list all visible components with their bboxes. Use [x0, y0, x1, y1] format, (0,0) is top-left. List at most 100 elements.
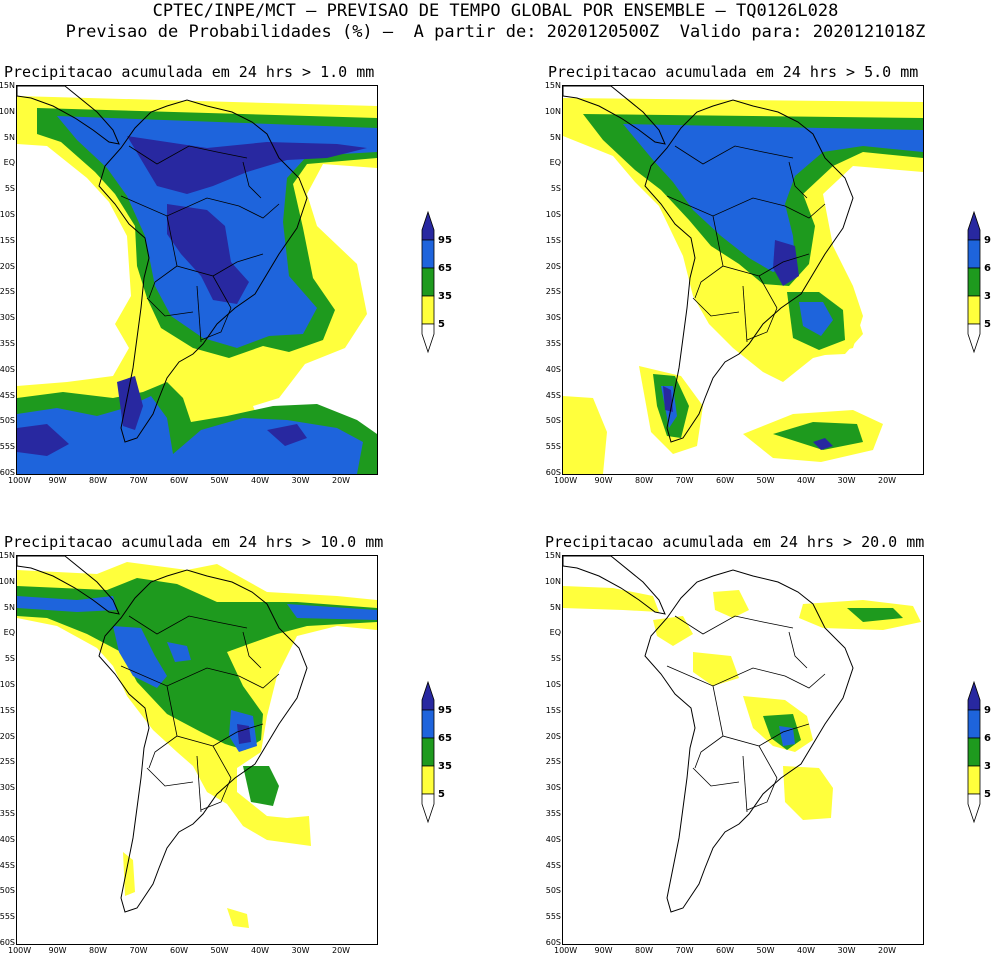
- lon-tick-label: 70W: [129, 946, 148, 955]
- header-title: CPTEC/INPE/MCT — PREVISAO DE TEMPO GLOBA…: [152, 1, 839, 21]
- lon-tick-label: 50W: [756, 476, 775, 485]
- lat-tick-label: 10S: [0, 680, 15, 689]
- country-border: [758, 253, 810, 277]
- panel-title-10mm: Precipitacao acumulada em 24 hrs > 10.0 …: [4, 533, 384, 551]
- lat-tick-label: 15S: [545, 235, 561, 245]
- lat-tick-label: 10N: [544, 576, 561, 586]
- lat-tick-label: 60S: [545, 938, 561, 947]
- probability-area-65: [113, 626, 167, 688]
- lat-tick-label: 10N: [0, 106, 15, 116]
- lat-tick-label: 15S: [0, 235, 15, 245]
- country-border: [166, 685, 232, 779]
- lat-tick-label: 30S: [545, 783, 561, 793]
- probability-area-35: [847, 608, 903, 622]
- legend-swatch-5: [421, 295, 435, 325]
- lon-tick-label: 20W: [332, 946, 351, 955]
- probability-area-65: [17, 396, 363, 474]
- lat-tick-label: 35S: [545, 339, 561, 348]
- country-border: [148, 265, 178, 299]
- lat-tick-label: 10S: [545, 680, 561, 689]
- lat-tick-label: 5S: [550, 184, 561, 194]
- country-border: [692, 767, 740, 787]
- country-border: [166, 215, 232, 309]
- legend-swatch-35: [421, 737, 435, 767]
- legend-swatch-5: [421, 765, 435, 795]
- country-border: [128, 615, 248, 635]
- country-border: [120, 665, 280, 689]
- country-border: [200, 777, 232, 811]
- lon-tick-label: 80W: [89, 476, 108, 485]
- central-america-outline: [563, 86, 666, 145]
- lat-tick-label: 50S: [0, 416, 15, 426]
- probability-area-5: [713, 590, 749, 618]
- legend-label: 65: [438, 263, 452, 274]
- country-border: [692, 297, 740, 317]
- legend-label: 35: [984, 761, 991, 772]
- lat-tick-label: 20S: [545, 261, 561, 271]
- legend-swatch-65: [421, 709, 435, 739]
- lon-tick-label: 30W: [837, 476, 856, 485]
- probability-area-95: [663, 386, 673, 412]
- country-border: [666, 195, 826, 219]
- lat-tick-label: 15S: [545, 705, 561, 715]
- lat-tick-label: 15S: [0, 705, 15, 715]
- lat-tick-label: 30S: [0, 313, 15, 323]
- lat-tick-label: 5S: [4, 654, 15, 664]
- legend-label: 65: [984, 733, 991, 744]
- country-border: [212, 723, 264, 747]
- central-america-outline: [17, 556, 120, 615]
- lon-tick-label: 30W: [837, 946, 856, 955]
- lat-tick-label: 30S: [545, 313, 561, 323]
- lat-tick-label: 5N: [3, 602, 15, 612]
- lon-tick-label: 100W: [554, 476, 578, 485]
- legend-swatch-65: [967, 239, 981, 269]
- legend-label: 95: [438, 705, 452, 716]
- panel-title-5mm: Precipitacao acumulada em 24 hrs > 5.0 m…: [548, 63, 919, 81]
- lon-tick-label: 40W: [251, 476, 270, 485]
- central-america-outline: [17, 86, 120, 145]
- lon-tick-label: 50W: [210, 476, 229, 485]
- lon-tick-label: 70W: [675, 946, 694, 955]
- lat-tick-label: EQ: [3, 158, 15, 168]
- country-border: [148, 735, 178, 769]
- lat-tick-label: 35S: [0, 339, 15, 348]
- lon-tick-label: 90W: [48, 476, 67, 485]
- legend-tail: [421, 323, 435, 354]
- legend-swatch-65: [421, 239, 435, 269]
- lat-tick-label: 20S: [545, 731, 561, 741]
- lat-tick-label: 15N: [0, 551, 15, 560]
- lon-tick-label: 60W: [170, 946, 189, 955]
- lat-tick-label: 10N: [0, 576, 15, 586]
- lon-tick-label: 60W: [716, 946, 735, 955]
- legend-tail: [967, 323, 981, 354]
- lon-tick-label: 50W: [756, 946, 775, 955]
- country-border: [712, 215, 778, 309]
- probability-area-95: [127, 136, 367, 194]
- lon-tick-label: 20W: [332, 476, 351, 485]
- lat-tick-label: 25S: [0, 757, 15, 767]
- legend-label: 5: [438, 319, 445, 330]
- country-border: [746, 307, 778, 341]
- lon-tick-label: 20W: [878, 476, 897, 485]
- probability-area-35: [17, 578, 377, 750]
- probability-area-35: [243, 766, 279, 806]
- lat-tick-label: 25S: [0, 287, 15, 297]
- country-border: [196, 285, 202, 343]
- probability-area-5: [693, 652, 739, 686]
- lat-tick-label: 5S: [4, 184, 15, 194]
- map-panel-5mm: [562, 85, 924, 475]
- lat-tick-label: 5N: [3, 132, 15, 142]
- lon-tick-label: 90W: [48, 946, 67, 955]
- probability-area-5: [783, 766, 833, 820]
- lat-tick-label: 25S: [545, 757, 561, 767]
- lat-tick-label: 35S: [0, 809, 15, 818]
- lat-tick-label: 40S: [0, 834, 15, 844]
- legend-swatch-5: [967, 295, 981, 325]
- country-border: [242, 631, 262, 669]
- lat-tick-label: 10S: [545, 210, 561, 219]
- probability-area-95: [167, 204, 249, 304]
- lon-tick-label: 30W: [291, 476, 310, 485]
- lat-tick-label: 45S: [545, 390, 561, 400]
- legend-label: 35: [984, 291, 991, 302]
- country-border: [200, 307, 232, 341]
